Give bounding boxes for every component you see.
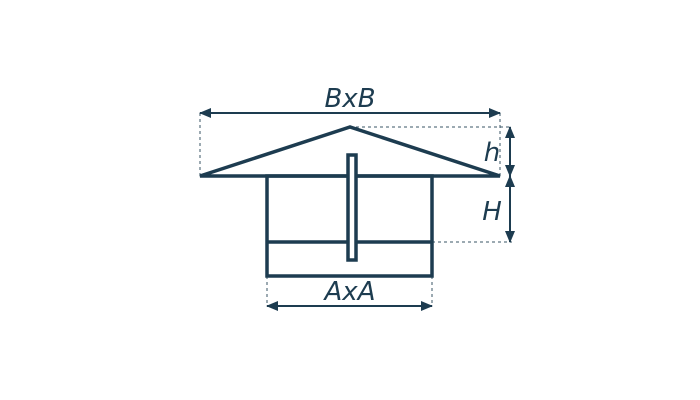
extension-lines [199,113,512,306]
label-top-width: BxB [324,84,375,114]
label-bottom-width: AxA [323,277,376,307]
cap-support-bracket [346,153,358,262]
chimney-cap-outline [199,125,501,278]
dimension-lines [199,108,515,311]
label-body-height: H [482,197,502,227]
label-cap-height: h [484,138,500,168]
